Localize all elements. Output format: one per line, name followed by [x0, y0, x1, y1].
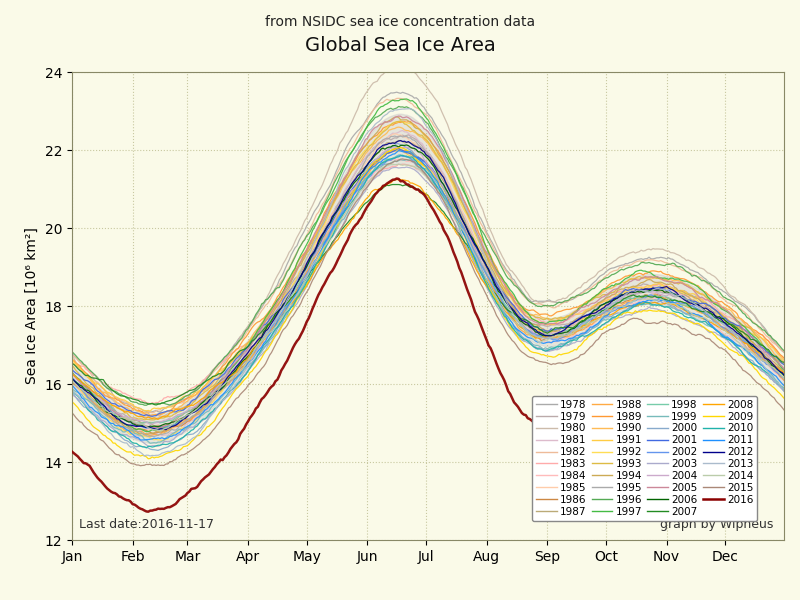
Text: from NSIDC sea ice concentration data: from NSIDC sea ice concentration data: [265, 15, 535, 29]
Y-axis label: Sea Ice Area [10⁶ km²]: Sea Ice Area [10⁶ km²]: [25, 227, 39, 385]
Legend: 1978, 1979, 1980, 1981, 1982, 1983, 1984, 1985, 1986, 1987, 1988, 1989, 1990, 19: 1978, 1979, 1980, 1981, 1982, 1983, 1984…: [532, 395, 758, 521]
Text: Last date:2016-11-17: Last date:2016-11-17: [79, 518, 214, 530]
Text: graph by Wipneus: graph by Wipneus: [660, 518, 774, 530]
Text: Global Sea Ice Area: Global Sea Ice Area: [305, 36, 495, 55]
